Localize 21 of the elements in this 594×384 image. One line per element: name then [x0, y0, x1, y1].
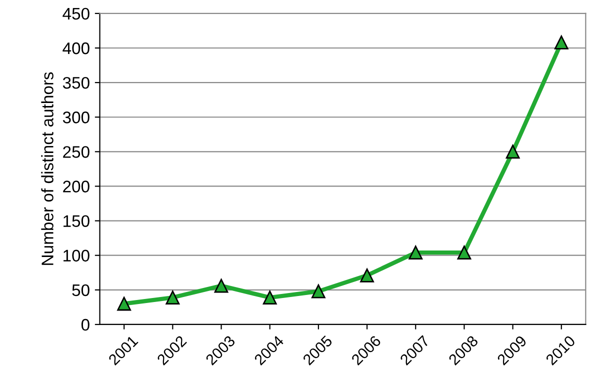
y-tick-label: 450: [62, 8, 90, 20]
y-axis-title: Number of distinct authors: [41, 72, 54, 265]
point: [262, 290, 277, 304]
y-tick-label: 0: [81, 318, 90, 331]
y-tick-label: 150: [64, 215, 90, 228]
y-tick-label: 250: [63, 146, 90, 158]
y-tick-label: 200: [63, 180, 90, 192]
y-tick-label: 400: [62, 42, 90, 54]
point: [360, 268, 374, 282]
y-tick-label: 300: [62, 112, 90, 124]
point: [554, 36, 568, 50]
y-tick-label: 100: [64, 250, 90, 262]
point: [457, 246, 472, 260]
point: [117, 296, 132, 311]
point: [166, 290, 180, 304]
point: [312, 284, 326, 298]
point: [408, 246, 423, 260]
point: [506, 144, 520, 159]
y-tick-label: 350: [62, 76, 90, 89]
y-tick-label: 50: [72, 284, 90, 296]
point: [214, 278, 228, 293]
